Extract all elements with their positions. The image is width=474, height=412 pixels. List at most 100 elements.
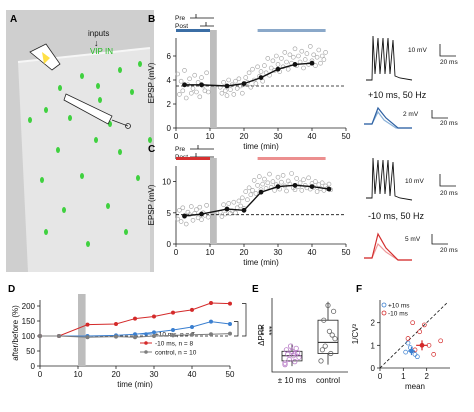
raw-data-point (219, 214, 225, 219)
raw-data-point (319, 53, 325, 59)
y-axis-title: 1/CV² (351, 323, 360, 344)
series-point (209, 332, 213, 337)
pre-label: Pre (175, 15, 186, 22)
raw-data-point (311, 52, 317, 58)
y-axis-title: ΔPPR (257, 324, 266, 346)
raw-data-point (178, 219, 184, 224)
vip-cell (40, 177, 44, 183)
box-data-point (292, 350, 298, 357)
epsp-trace-after (364, 106, 412, 129)
mean-series-point (326, 186, 332, 192)
vip-cell (80, 73, 84, 79)
raw-data-point (180, 88, 186, 94)
series-line (40, 302, 231, 337)
mean-series-point (241, 207, 247, 213)
y-tick-label: 4 (167, 76, 172, 85)
raw-data-point (221, 202, 226, 207)
scale-c2-voltage: 5 mV (405, 236, 421, 243)
stimulating-pipette-icon (29, 43, 61, 71)
x-axis-title: time (min) (243, 142, 279, 151)
panel-b-letter: B (148, 14, 155, 25)
vip-cell (86, 241, 90, 247)
x-axis-title: time (min) (117, 380, 153, 389)
vip-cell (138, 61, 142, 67)
series-point (133, 332, 137, 337)
series-point (190, 307, 194, 312)
raw-data-point (301, 65, 306, 71)
vip-cell (96, 83, 100, 89)
raw-data-point (197, 94, 203, 100)
spike-train-trace (366, 35, 413, 81)
raw-data-point (192, 72, 197, 78)
raw-data-point (275, 174, 281, 180)
raw-data-point (319, 180, 325, 186)
x-tick-label: 20 (240, 132, 249, 141)
axis-lines (271, 298, 348, 373)
raw-data-point (279, 56, 284, 61)
raw-data-point (258, 69, 264, 74)
y-tick-label: 6 (167, 52, 172, 61)
raw-data-point (253, 191, 259, 196)
raw-data-point (267, 171, 272, 177)
y-axis-title: after/before (%) (11, 305, 20, 361)
raw-data-point (282, 50, 288, 55)
box-data-point (325, 302, 331, 308)
series-point (152, 314, 156, 319)
raw-data-point (175, 216, 180, 222)
series-point (228, 301, 232, 306)
series-point (133, 335, 137, 340)
data-point (412, 352, 418, 357)
raw-data-point (221, 80, 226, 85)
raw-data-point (246, 185, 252, 191)
pre-post-timing-icon (190, 145, 214, 158)
raw-data-point (287, 52, 293, 58)
vip-cell (136, 175, 140, 181)
legend-marker (144, 332, 148, 336)
raw-data-point (265, 180, 271, 186)
box-data-point (319, 347, 325, 353)
vip-cell (148, 137, 152, 143)
mean-series-point (275, 66, 281, 72)
raw-data-point (187, 76, 192, 82)
x-tick-label: 20 (112, 370, 121, 379)
box-data-point (330, 308, 337, 314)
raw-data-point (280, 173, 286, 178)
legend-label: +10 ms (388, 303, 410, 310)
box-data-point (286, 356, 292, 363)
raw-data-point (248, 192, 254, 198)
vip-cell (94, 137, 98, 143)
raw-data-point (262, 63, 267, 68)
raw-data-point (260, 181, 266, 187)
raw-data-point (189, 90, 194, 96)
y-tick-label: 0 (31, 362, 36, 371)
identity-line (379, 301, 448, 369)
mean-point (419, 342, 425, 348)
late-period-bar (257, 157, 326, 160)
y-tick-label: 0 (167, 240, 172, 249)
x-tick-label: 30 (150, 370, 159, 379)
data-point (405, 340, 411, 346)
raw-data-point (236, 198, 242, 204)
raw-data-point (240, 195, 245, 201)
vip-cell (98, 97, 102, 103)
data-point (417, 329, 423, 335)
scale-c1-voltage: 10 mV (405, 178, 424, 185)
epsp-trace-after (364, 232, 412, 261)
raw-data-point (231, 92, 237, 97)
inputs-arrow-icon: ↓ (94, 38, 99, 48)
y-tick-label: 100 (22, 332, 36, 341)
series-point (228, 322, 232, 326)
series-point (152, 334, 156, 338)
raw-data-point (250, 66, 255, 72)
raw-data-point (223, 88, 228, 94)
raw-data-point (178, 78, 184, 84)
mean-series-point (199, 82, 204, 88)
raw-data-point (234, 86, 240, 91)
legend-label: -10 ms, n = 8 (155, 341, 193, 348)
raw-data-point (272, 188, 277, 193)
pairing-window (210, 30, 217, 128)
series-point (38, 334, 42, 338)
scale-b2-time: 20 ms (440, 120, 458, 127)
raw-data-point (297, 180, 303, 186)
